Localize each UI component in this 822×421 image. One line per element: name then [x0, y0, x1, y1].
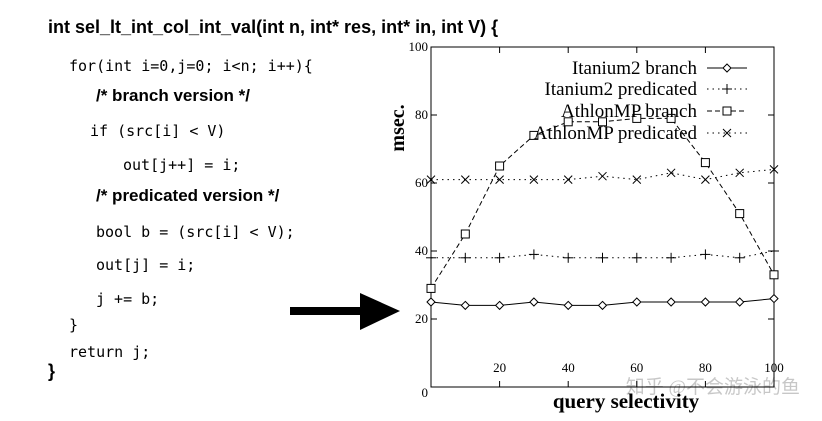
series-1-point-2: [494, 252, 505, 263]
legend-label-3: AthlonMP predicated: [534, 123, 698, 144]
series-2-point-9: [735, 209, 745, 219]
legend-marker-3: [722, 128, 732, 138]
series-2-point-8: [700, 158, 710, 168]
x-tick-label-20: 20: [493, 360, 506, 375]
series-0-point-10: [769, 293, 779, 304]
series-1-point-10: [769, 246, 779, 256]
legend-marker-2: [722, 106, 732, 116]
plot-frame: [430, 46, 775, 388]
y-tick-label-0: 0: [422, 385, 429, 400]
series-0-point-9: [734, 297, 745, 307]
function-close-brace: }: [48, 361, 56, 381]
series-3-point-2: [495, 175, 504, 184]
series-2-point-10: [769, 270, 779, 280]
function-signature: int sel_lt_int_col_int_val(int n, int* r…: [48, 17, 499, 37]
code-line-out-increment: out[j++] = i;: [123, 156, 241, 174]
code-comment-branch: /* branch version */: [96, 86, 250, 105]
y-tick-label-20: 20: [415, 311, 428, 326]
series-3-point-10: [769, 165, 779, 174]
series-1-point-8: [700, 249, 711, 260]
code-comment-predicated: /* predicated version */: [96, 186, 280, 205]
legend-label-1: Itanium2 predicated: [545, 79, 698, 100]
code-line-if: if (src[i] < V): [90, 122, 226, 140]
legend-label-0: Itanium2 branch: [572, 58, 698, 79]
x-tick-label-100: 100: [764, 360, 784, 375]
series-1-point-0: [426, 252, 436, 263]
series-2-point-1: [460, 229, 470, 239]
code-line-loop-close: }: [69, 316, 79, 334]
legend-label-2: AthlonMP branch: [561, 101, 697, 122]
series-1-point-9: [734, 252, 745, 263]
series-2-point-2: [495, 161, 505, 171]
series-1-point-3: [528, 249, 539, 260]
series-2-point-3: [529, 130, 539, 140]
code-line-bool: bool b = (src[i] < V);: [96, 223, 295, 241]
y-axis-ticks: 0 20 40 60 80 100: [409, 39, 774, 400]
y-tick-label-60: 60: [415, 175, 428, 190]
series-1-point-1: [460, 252, 471, 263]
series-1-point-6: [631, 252, 642, 263]
series-3-point-8: [701, 175, 710, 184]
series-3-point-6: [632, 175, 642, 184]
chart-series: [426, 113, 779, 311]
series-3-point-7: [666, 168, 676, 178]
legend-marker-1: [722, 84, 732, 94]
code-line-out-assign: out[j] = i;: [96, 256, 196, 274]
watermark: 知乎 @不会游泳的鱼: [626, 376, 800, 398]
series-3-point-3: [529, 175, 539, 184]
code-line-for-loop: for(int i=0,j=0; i<n; i++){: [69, 57, 313, 75]
legend-marker-0: [722, 63, 732, 73]
series-3-point-1: [460, 175, 470, 184]
series-0-point-8: [700, 297, 711, 307]
series-3-point-9: [735, 168, 745, 178]
series-0-point-1: [460, 300, 471, 311]
series-0-point-2: [494, 300, 505, 311]
series-1-point-4: [563, 252, 574, 263]
series-line-3: [431, 168, 775, 181]
series-2-point-6: [632, 113, 642, 123]
series-0-point-3: [529, 297, 539, 307]
code-line-j-increment: j += b;: [96, 290, 160, 308]
series-0-point-7: [666, 297, 676, 307]
series-0-point-5: [597, 300, 608, 311]
series-2-point-7: [666, 113, 676, 123]
x-tick-label-60: 60: [630, 360, 643, 375]
series-3-point-5: [598, 171, 607, 181]
series-2-point-4: [563, 117, 573, 127]
series-1-point-5: [597, 252, 608, 263]
series-2-point-0: [426, 283, 436, 293]
series-3-point-0: [426, 175, 436, 184]
series-0-point-0: [426, 297, 436, 307]
y-axis-label: msec.: [387, 104, 409, 151]
x-axis-label: query selectivity: [553, 389, 700, 413]
series-3-point-4: [563, 175, 573, 184]
y-tick-label-40: 40: [415, 243, 428, 258]
x-tick-label-40: 40: [562, 360, 575, 375]
y-tick-label-80: 80: [415, 107, 428, 122]
y-tick-label-100: 100: [409, 39, 429, 54]
series-2-point-5: [598, 117, 607, 127]
series-0-point-6: [632, 297, 642, 307]
code-line-return: return j;: [69, 343, 151, 361]
x-axis-ticks: 20 40 60 80 100: [493, 47, 784, 387]
right-arrow-icon: [290, 293, 400, 330]
series-0-point-4: [563, 300, 573, 311]
x-tick-label-80: 80: [699, 360, 712, 375]
series-1-point-7: [666, 252, 677, 263]
